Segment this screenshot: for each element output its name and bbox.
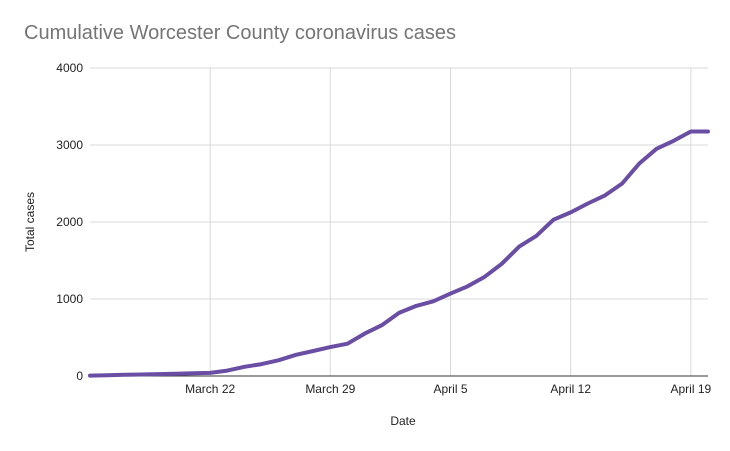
x-tick-label: March 22 [185, 382, 235, 396]
series-line [88, 129, 710, 378]
y-tick-label: 2000 [56, 215, 83, 229]
x-tick-label: April 5 [433, 382, 467, 396]
y-tick-label: 3000 [56, 138, 83, 152]
y-tick-label: 4000 [56, 61, 83, 75]
x-tick-label: March 29 [305, 382, 355, 396]
y-tick-label: 1000 [56, 292, 83, 306]
y-axis-title: Total cases [23, 192, 37, 252]
gridlines [90, 67, 708, 376]
series-layer [88, 129, 710, 378]
x-tick-label: April 19 [670, 382, 711, 396]
x-tick-label: April 12 [550, 382, 591, 396]
tick-labels: 0 1000 2000 3000 4000 March 22 March 29 April 5… [56, 61, 711, 396]
x-axis-title: Date [390, 414, 416, 428]
y-tick-label: 0 [76, 369, 83, 383]
chart-title: Cumulative Worcester County coronavirus … [24, 22, 457, 44]
